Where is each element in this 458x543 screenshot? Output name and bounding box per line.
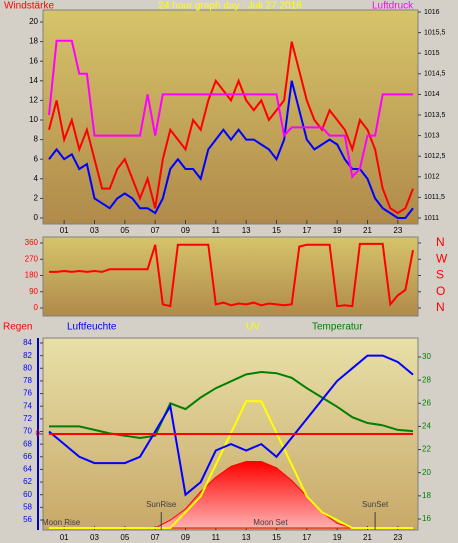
y2-tick-label: 1014: [424, 91, 440, 98]
annotation: Moon Set: [253, 518, 288, 527]
x-tick-label: 07: [151, 226, 160, 235]
x-tick-label: 19: [333, 533, 342, 542]
x-tick-label: 23: [393, 533, 402, 542]
y-tick-label: 84: [23, 338, 32, 347]
series-line: [49, 242, 414, 308]
y-tick-label: 0: [34, 213, 39, 222]
y-tick-label: 12: [29, 96, 38, 105]
legend-pressure: Luftdruck: [372, 1, 414, 12]
y-tick-label: 66: [23, 452, 32, 461]
y-tick-label: 10: [29, 115, 38, 124]
y2-tick-label: 1012,5: [424, 153, 446, 160]
x-tick-label: 11: [212, 533, 221, 542]
y2-tick-label: 1013: [424, 132, 440, 139]
x-tick-label: 21: [363, 226, 372, 235]
y2-tick-label: 1013,5: [424, 112, 446, 119]
series-line: [48, 354, 414, 497]
y-tick-label: 72: [23, 414, 32, 423]
x-tick-label: 19: [333, 226, 342, 235]
legend-rain: Regen: [3, 322, 32, 333]
y-tick-label: 56: [23, 515, 32, 524]
y-tick-label: 14: [29, 76, 38, 85]
y-tick-label: 8: [34, 135, 39, 144]
y2-tick-label: 22: [422, 445, 431, 454]
y-tick-label: 80: [23, 363, 32, 372]
y-tick-label: 74: [23, 401, 32, 410]
x-tick-label: 09: [181, 226, 190, 235]
y-tick-label: 64: [23, 465, 32, 474]
y-tick-label: 6: [34, 154, 39, 163]
y2-tick-label: 26: [422, 398, 431, 407]
y-tick-label: 2: [34, 194, 39, 203]
x-tick-label: 05: [120, 533, 129, 542]
y2-tick-label: 16: [422, 514, 431, 523]
series-line: [48, 80, 414, 219]
y2-tick-label: W: [436, 251, 448, 265]
x-tick-label: 05: [120, 226, 129, 235]
x-tick-label: 17: [302, 533, 311, 542]
x-tick-label: 13: [242, 533, 251, 542]
legend-uv: UV: [246, 322, 260, 333]
x-tick-label: 11: [212, 226, 221, 235]
y-tick-label: 58: [23, 502, 32, 511]
y-tick-label: 70: [23, 427, 32, 436]
x-tick-label: 09: [181, 533, 190, 542]
y2-tick-label: S: [436, 268, 444, 282]
y-tick-label: 16: [29, 56, 38, 65]
x-tick-label: 17: [302, 226, 311, 235]
annotation: SunSet: [362, 500, 389, 509]
x-tick-label: 01: [60, 533, 69, 542]
y-tick-label: 4: [34, 174, 39, 183]
y2-tick-label: 1016: [424, 9, 440, 16]
annotation: SunRise: [146, 500, 177, 509]
y-tick-label: 62: [23, 477, 32, 486]
y-tick-label: 180: [25, 271, 39, 280]
panel-wind: [42, 9, 419, 225]
y2-tick-label: 30: [422, 352, 431, 361]
x-tick-label: 07: [151, 533, 160, 542]
y-tick-label: 270: [25, 254, 39, 263]
series-line: [48, 41, 414, 215]
y2-tick-label: 1015: [424, 50, 440, 57]
y2-tick-label: O: [436, 284, 445, 298]
y-tick-label: 68: [23, 439, 32, 448]
x-tick-label: 15: [272, 226, 281, 235]
y-tick-label: 60: [23, 490, 32, 499]
legend-humidity: Luftfeuchte: [67, 322, 117, 333]
y2-tick-label: 1011: [424, 215, 439, 222]
y-tick-label: 20: [29, 17, 38, 26]
y-tick-label: 0: [34, 303, 39, 312]
x-tick-label: 15: [272, 533, 281, 542]
y2-tick-label: 1011,5: [424, 194, 445, 201]
annotation: Moon Rise: [42, 518, 81, 527]
y2-tick-label: 1015,5: [424, 29, 446, 36]
x-tick-label: 01: [60, 226, 69, 235]
series-line: [48, 39, 413, 179]
y2-tick-label: 1012: [424, 174, 440, 181]
chart-title: 24 hour graph day : Juli 27 2016: [158, 1, 302, 12]
y-tick-label: 18: [29, 37, 38, 46]
y2-tick-label: 1014,5: [424, 71, 446, 78]
x-tick-label: 13: [242, 226, 251, 235]
y4-tick-label: 0: [36, 429, 41, 438]
x-tick-label: 03: [90, 226, 99, 235]
legend-temperature: Temperatur: [312, 322, 363, 333]
y2-tick-label: 24: [422, 422, 431, 431]
y2-tick-label: 28: [422, 375, 431, 384]
y-tick-label: 360: [25, 238, 39, 247]
legend-wind: Windstärke: [4, 1, 54, 12]
y2-tick-label: 18: [422, 491, 431, 500]
x-tick-label: 21: [363, 533, 372, 542]
y-tick-label: 76: [23, 389, 32, 398]
x-tick-label: 23: [393, 226, 402, 235]
y-tick-label: 78: [23, 376, 32, 385]
x-tick-label: 03: [90, 533, 99, 542]
y2-tick-label: N: [436, 235, 445, 249]
y2-tick-label: 20: [422, 468, 431, 477]
y2-tick-label: N: [436, 300, 445, 314]
y-tick-label: 90: [29, 287, 38, 296]
y-tick-label: 82: [23, 351, 32, 360]
